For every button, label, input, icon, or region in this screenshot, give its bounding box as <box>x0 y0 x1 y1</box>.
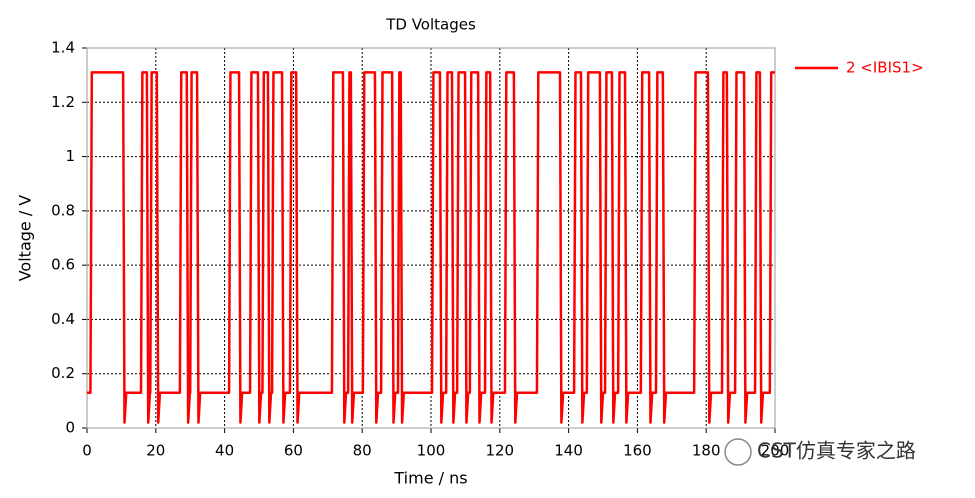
x-tick-label: 180 <box>692 442 721 460</box>
watermark-text: CST仿真专家之路 <box>757 439 916 463</box>
watermark: CST仿真专家之路 <box>724 438 916 466</box>
x-tick-label: 140 <box>554 442 583 460</box>
x-tick-label: 40 <box>215 442 234 460</box>
x-tick-label: 80 <box>353 442 372 460</box>
y-axis-label: Voltage / V <box>16 195 35 282</box>
y-tick-label: 1 <box>65 147 75 165</box>
y-tick-label: 1.4 <box>51 39 75 57</box>
series-line <box>87 71 775 424</box>
x-tick-label: 100 <box>417 442 446 460</box>
legend-label: 2 <IBIS1> <box>846 59 924 77</box>
y-tick-label: 0.4 <box>51 310 75 328</box>
y-tick-label: 0 <box>65 419 75 437</box>
x-tick-label: 200 <box>761 442 790 460</box>
y-tick-label: 1.2 <box>51 93 75 111</box>
y-tick-label: 0.2 <box>51 364 75 382</box>
x-tick-label: 0 <box>82 442 92 460</box>
x-axis-label: Time / ns <box>393 469 467 488</box>
x-tick-label: 120 <box>485 442 514 460</box>
x-tick-label: 20 <box>146 442 165 460</box>
x-tick-label: 60 <box>284 442 303 460</box>
chart-title: TD Voltages <box>385 16 476 34</box>
y-tick-label: 0.8 <box>51 201 75 219</box>
watermark-icon <box>724 438 752 466</box>
plot-frame <box>86 47 776 429</box>
y-tick-label: 0.6 <box>51 256 75 274</box>
x-tick-label: 160 <box>623 442 652 460</box>
